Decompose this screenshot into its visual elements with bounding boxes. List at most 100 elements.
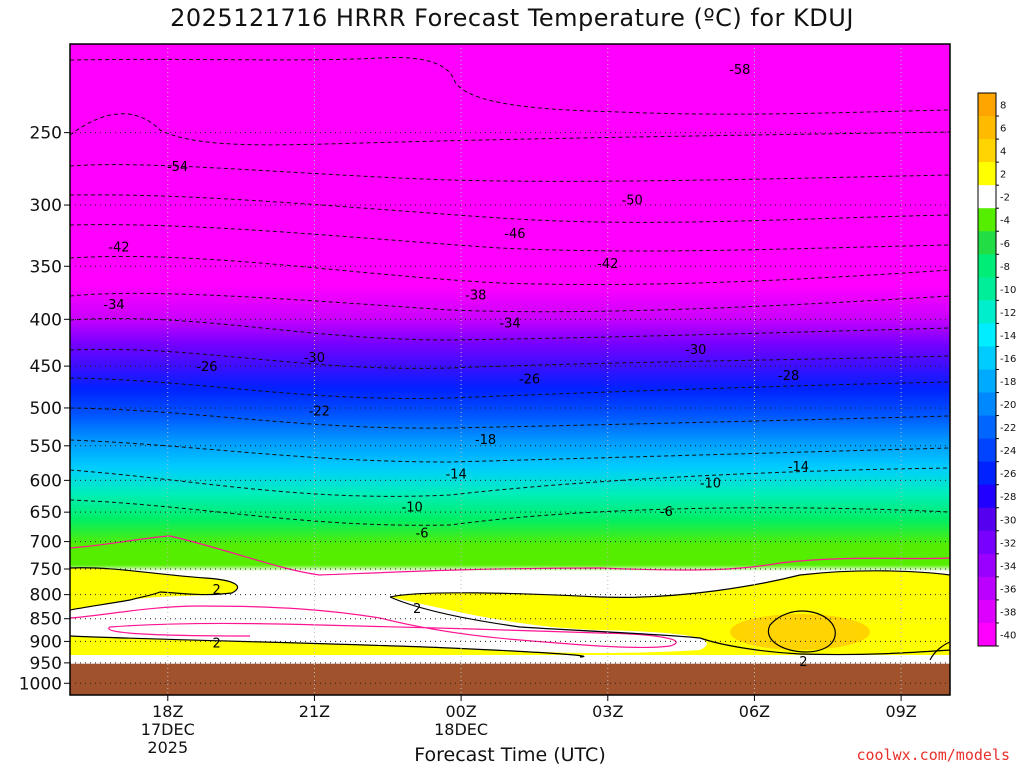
contour-label: -28 (778, 369, 799, 384)
contour-label: 2 (413, 602, 421, 617)
colorbar-label: 2 (1000, 170, 1006, 181)
colorbar-label: -30 (1000, 515, 1016, 526)
warm-layer-upper (70, 567, 238, 610)
chart-title: 2025121716 HRRR Forecast Temperature (ºC… (170, 4, 854, 32)
colorbar-swatch (978, 392, 996, 417)
y-tick-label: 350 (30, 257, 62, 277)
isotherm-50 (69, 164, 951, 182)
contour-label: -14 (788, 460, 809, 475)
colorbar-swatch (978, 300, 996, 324)
colorbar-swatch (978, 484, 996, 509)
colorbar-label: -40 (1000, 630, 1016, 641)
colorbar-label: -2 (1000, 193, 1010, 204)
contour-label: -34 (499, 316, 520, 331)
y-tick-label: 500 (30, 399, 62, 419)
contour-2-lower (69, 635, 585, 658)
isotherm-30 (69, 318, 951, 341)
colorbar-label: -20 (1000, 400, 1016, 411)
colorbar-swatch (978, 323, 996, 347)
terrain-ground (70, 663, 950, 695)
colorbar-swatch (978, 369, 996, 394)
warm-layer-lower (70, 570, 950, 655)
colorbar-swatch (978, 93, 996, 117)
pressure-axis: 2503003504004505005506006507007508008509… (19, 124, 70, 694)
contour-label: -14 (446, 468, 467, 483)
contour-2-core (767, 610, 836, 653)
freezing-line-upper (69, 535, 951, 576)
contour-label: -42 (108, 240, 129, 255)
contour-label: -46 (504, 227, 525, 242)
colorbar-swatch (978, 346, 996, 370)
colorbar-label: -34 (1000, 561, 1016, 572)
colorbar-swatch (978, 277, 996, 301)
y-tick-label: 650 (30, 503, 62, 523)
y-tick-label: 300 (30, 196, 62, 216)
contour-label: -6 (416, 526, 429, 541)
colorbar-swatch (978, 461, 996, 486)
x-tick-label: 03Z (592, 702, 623, 721)
x-tick-sublabel: 18DEC (434, 720, 488, 739)
y-tick-label: 550 (30, 437, 62, 457)
contour-label: -22 (309, 404, 330, 419)
colorbar-label: -32 (1000, 538, 1016, 549)
colorbar-label: -36 (1000, 584, 1016, 595)
credit-link[interactable]: coolwx.com/models (856, 746, 1010, 764)
pressure-gridlines (70, 132, 950, 684)
isotherm-34 (69, 292, 951, 313)
contour-label: -58 (729, 63, 750, 78)
colorbar-label: -12 (1000, 308, 1016, 319)
x-axis-label: Forecast Time (UTC) (414, 744, 606, 766)
isotherm-6 (69, 499, 951, 526)
contour-label: -30 (304, 351, 325, 366)
contour-2-mid (389, 570, 951, 656)
colorbar-swatch (978, 254, 996, 278)
contour-2-right (929, 641, 951, 661)
freezing-lines (69, 535, 951, 649)
isotherm-54 (69, 113, 951, 146)
colorbar-swatch (978, 576, 996, 601)
contour-label: -26 (519, 372, 540, 387)
isotherm-58 (69, 57, 951, 115)
y-tick-label: 950 (30, 654, 62, 674)
contour-label: -54 (167, 160, 188, 175)
colorbar-label: -22 (1000, 423, 1016, 434)
contour-label: -6 (660, 505, 673, 520)
y-tick-label: 750 (30, 560, 62, 580)
isotherm-18 (69, 407, 951, 429)
colorbar-label: -10 (1000, 285, 1016, 296)
colorbar-label: -16 (1000, 354, 1016, 365)
isotherm-42 (69, 224, 951, 252)
colorbar-label: -26 (1000, 469, 1016, 480)
time-gridlines (167, 44, 902, 695)
colorbar-swatch (978, 116, 996, 140)
y-tick-label: 850 (30, 610, 62, 630)
contour-label: -18 (475, 433, 496, 448)
contour-label: 2 (213, 583, 221, 598)
colorbar-swatch (978, 208, 996, 232)
y-tick-label: 250 (30, 124, 62, 144)
isotherm-46 (69, 194, 951, 223)
contour-label: 2 (799, 655, 807, 670)
contour-labels: -58 -54 -50 -46 -42 -42 -38 -34 -34 -30 -30 -26 -26 -… (103, 63, 809, 670)
colorbar-swatch (978, 162, 996, 186)
x-tick-label: 09Z (885, 702, 916, 721)
colorbar-swatch (978, 415, 996, 440)
x-tick-label: 18Z (152, 702, 183, 721)
colorbar-label: -6 (1000, 239, 1010, 250)
y-tick-label: 800 (30, 586, 62, 606)
colorbar-label: -24 (1000, 446, 1016, 457)
colorbar-label: 6 (1000, 124, 1006, 135)
contour-label: -30 (685, 343, 706, 358)
contour-label: 2 (213, 637, 221, 652)
y-tick-label: 1000 (19, 674, 62, 694)
isotherm-22 (69, 377, 951, 399)
colorbar-swatch (978, 507, 996, 532)
contour-label: -42 (597, 257, 618, 272)
plot-area: -58 -54 -50 -46 -42 -42 -38 -34 -34 -30 -30 -26 -26 -… (69, 43, 951, 696)
colorbar-swatch (978, 231, 996, 255)
colorbar-label: -38 (1000, 607, 1016, 618)
y-tick-label: 400 (30, 310, 62, 330)
colorbar-label: -14 (1000, 331, 1016, 342)
colorbar-swatch (978, 438, 996, 463)
